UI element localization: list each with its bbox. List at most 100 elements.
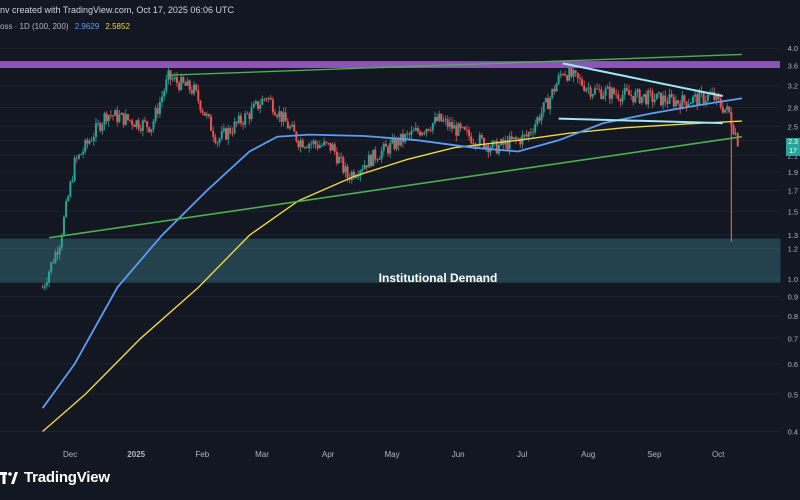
candle-body: [421, 132, 424, 136]
candle-body: [161, 96, 164, 103]
candle-body: [427, 128, 430, 131]
x-axis[interactable]: Dec 2025 Feb Mar Apr May Jun Jul Aug Sep Oct: [63, 450, 725, 459]
candle-body: [205, 114, 208, 116]
candle-body: [233, 121, 236, 133]
candle-body: [124, 114, 127, 125]
candle-body: [659, 92, 662, 106]
candle-body: [638, 89, 641, 104]
candle-body: [278, 111, 281, 118]
candle-body: [54, 252, 57, 263]
candle-body: [433, 117, 436, 124]
candle-body: [546, 98, 549, 110]
candle-body: [419, 131, 422, 136]
candle-body: [540, 112, 543, 121]
candle-body: [90, 140, 93, 142]
candle-body: [131, 120, 134, 125]
candle-body: [536, 117, 539, 125]
candle-body: [271, 99, 274, 113]
candle-body: [333, 144, 336, 152]
candle-body: [188, 80, 191, 91]
candle-body: [423, 132, 426, 134]
candle-body: [442, 120, 445, 122]
candle-body: [734, 133, 737, 135]
candle-body: [470, 136, 473, 144]
candle-body: [41, 287, 44, 289]
y-tick-label: 3.6: [788, 62, 798, 71]
candle-body: [517, 138, 520, 140]
candle-body: [48, 271, 51, 283]
candle-body: [681, 95, 684, 110]
y-tick-label: 1.2: [788, 245, 798, 254]
tradingview-logo[interactable]: TradingView: [0, 469, 110, 486]
candle-body: [242, 123, 245, 125]
candle-body: [139, 128, 142, 131]
candle-body: [726, 106, 729, 110]
y-tick-label: 0.7: [788, 334, 798, 343]
candle-body: [677, 100, 680, 104]
candle-body: [512, 137, 515, 140]
candle-body: [634, 92, 637, 103]
candle-body: [372, 149, 375, 167]
candle-body: [713, 91, 716, 100]
candle-body: [508, 136, 511, 150]
candle-body: [77, 154, 80, 159]
candle-body: [97, 123, 100, 125]
countdown-tag: 17: [786, 147, 800, 156]
candle-body: [50, 262, 53, 272]
candle-body: [331, 144, 334, 151]
candle-body: [101, 124, 104, 131]
candle-body: [216, 142, 219, 144]
y-tick-label: 1.3: [788, 231, 798, 240]
candle-body: [156, 108, 159, 114]
candle-body: [150, 129, 153, 133]
candle-body: [574, 70, 577, 73]
candle-body: [566, 75, 569, 81]
x-tick-label: Oct: [712, 450, 725, 459]
candle-body: [225, 128, 228, 140]
candle-body: [259, 104, 262, 109]
candle-body: [80, 154, 83, 156]
y-tick-label: 1.7: [788, 187, 798, 196]
candle-body: [361, 169, 364, 171]
ma100-value: 2.9629: [74, 22, 100, 31]
candle-body: [133, 124, 136, 128]
candle-body: [197, 90, 200, 101]
candle-body: [728, 106, 731, 113]
candle-body: [103, 113, 106, 125]
candle-body: [478, 134, 481, 146]
candle-body: [152, 121, 155, 130]
candle-body: [557, 75, 560, 84]
candle-body: [276, 115, 279, 118]
candle-body: [237, 115, 240, 123]
y-axis[interactable]: 4.03.63.22.82.52.32.11.91.71.51.31.21.00…: [788, 44, 798, 436]
candle-body: [495, 140, 498, 154]
candle-body: [485, 145, 488, 149]
candle-body: [555, 83, 558, 92]
candle-body: [178, 82, 181, 90]
candle-body: [250, 107, 253, 120]
y-tick-label: 0.4: [788, 427, 798, 436]
candle-body: [165, 79, 168, 92]
y-tick-label: 1.5: [788, 207, 798, 216]
candle-body: [45, 282, 48, 286]
candle-body: [694, 94, 697, 97]
candle-body: [186, 80, 189, 86]
candle-body: [297, 141, 300, 148]
candle-body: [350, 171, 353, 180]
candle-body: [581, 79, 584, 86]
candle-body: [280, 111, 283, 122]
candle-body: [88, 140, 91, 144]
candles: [41, 63, 739, 291]
candle-body: [404, 134, 407, 142]
candle-body: [444, 119, 447, 121]
chart-header: nv created with TradingView.com, Oct 17,…: [0, 0, 780, 40]
candle-body: [627, 90, 630, 96]
candle-body: [303, 147, 306, 148]
candle-body: [286, 121, 289, 129]
candle-body: [689, 102, 692, 105]
symbol-legend[interactable]: oss · 1D (100, 200) 2.9629 2.5852: [0, 22, 134, 31]
candle-body: [585, 88, 588, 91]
candle-body: [288, 126, 291, 129]
candle-body: [493, 140, 496, 142]
